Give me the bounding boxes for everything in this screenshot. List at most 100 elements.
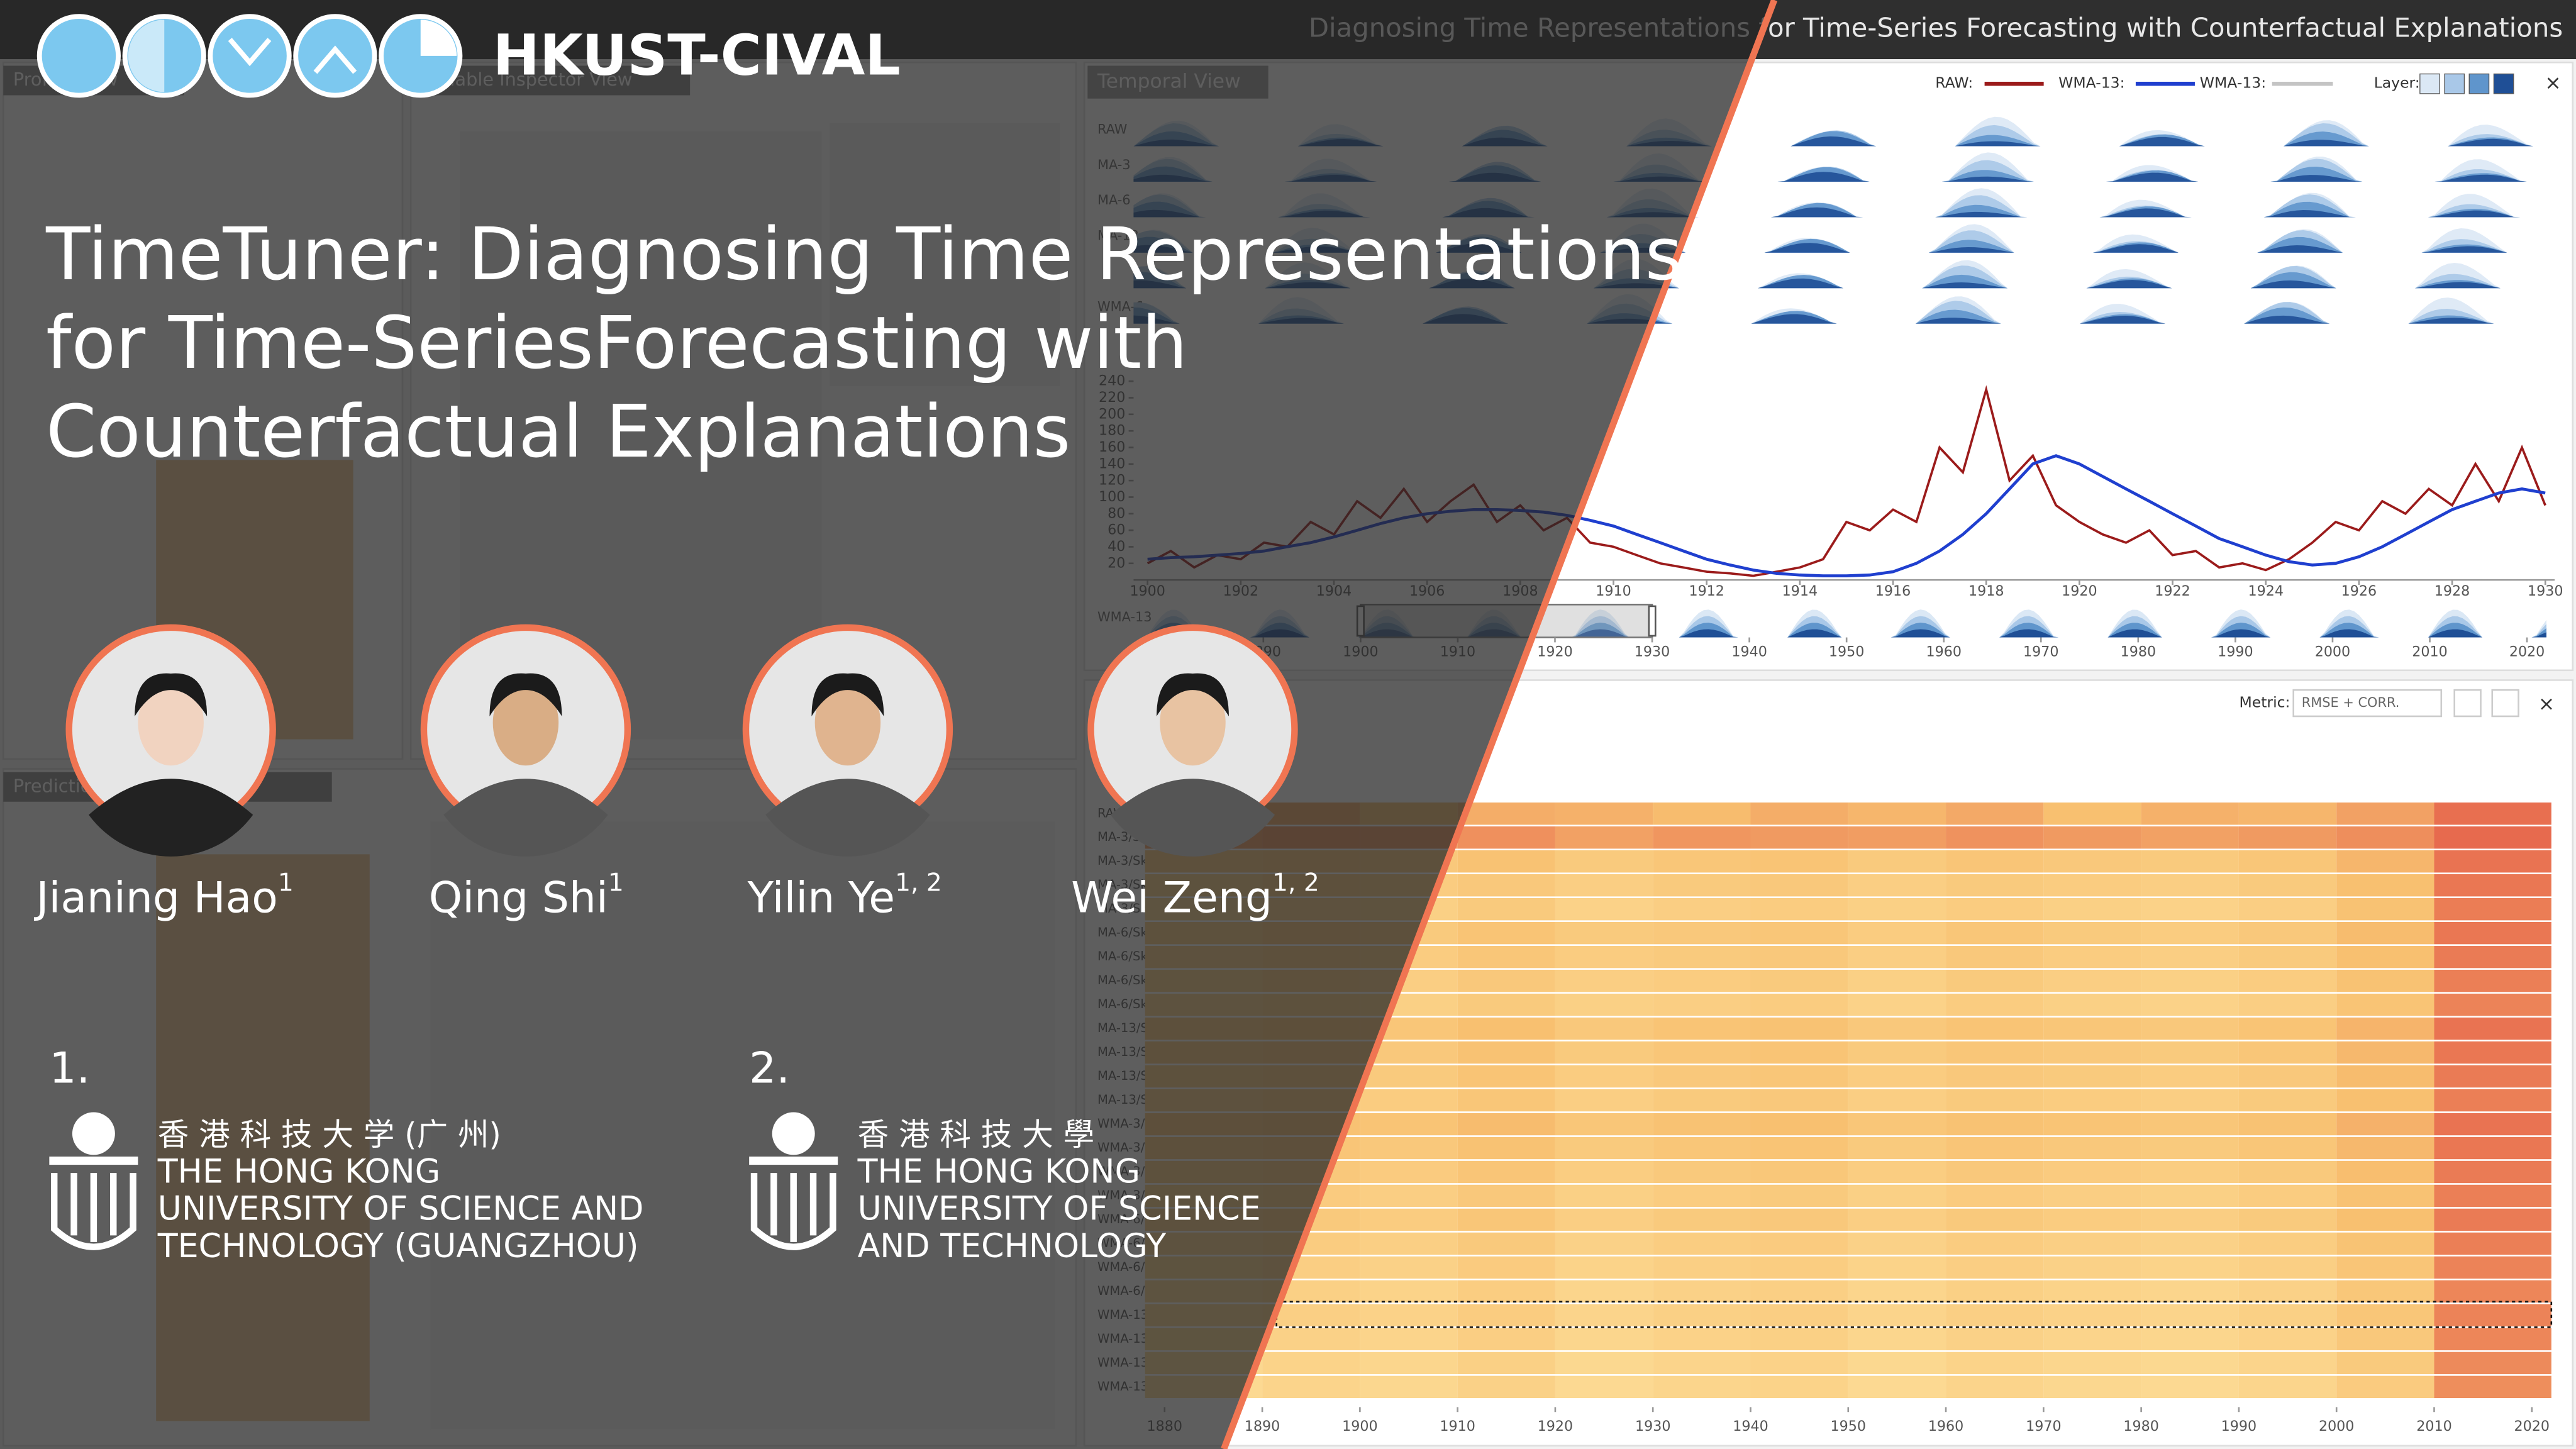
- heat-cell: [1848, 826, 1946, 849]
- heat-cell: [1457, 1328, 1555, 1351]
- heat-cell: [2434, 1017, 2551, 1040]
- heat-cell: [1750, 898, 1848, 921]
- heat-cell: [1750, 1208, 1848, 1231]
- heat-cell: [2434, 921, 2551, 945]
- portrait-body: [1110, 779, 1275, 857]
- heat-cell: [2434, 1089, 2551, 1112]
- heat-cell: [1946, 921, 2044, 945]
- heat-cell: [2043, 1375, 2141, 1399]
- metric-select[interactable]: [2292, 689, 2443, 718]
- heat-cell: [2434, 969, 2551, 992]
- heat-cell: [2336, 1089, 2434, 1112]
- heat-cell: [1555, 826, 1653, 849]
- logo-bar: [749, 1157, 838, 1165]
- heat-cell: [1946, 1184, 2044, 1208]
- heat-cell: [1946, 874, 2044, 897]
- heat-cell: [2336, 898, 2434, 921]
- heat-cell: [1946, 1160, 2044, 1184]
- heat-cell: [1555, 1160, 1653, 1184]
- x-tick-label: 2010: [2412, 644, 2447, 660]
- heat-cell: [2434, 945, 2551, 969]
- heat-cell: [1750, 1160, 1848, 1184]
- heat-cell: [2434, 802, 2551, 825]
- heat-cell: [1750, 802, 1848, 825]
- heat-cell: [1848, 850, 1946, 873]
- heat-cell: [1750, 921, 1848, 945]
- heat-cell: [1457, 1136, 1555, 1160]
- heat-cell: [1750, 1256, 1848, 1279]
- heat-cell: [1848, 1375, 1946, 1399]
- heat-cell: [2336, 921, 2434, 945]
- heat-cell: [2141, 921, 2239, 945]
- heat-cell: [2043, 921, 2141, 945]
- heat-cell: [1360, 1065, 1458, 1088]
- heat-cell: [2141, 945, 2239, 969]
- heat-cell: [2434, 1304, 2551, 1327]
- close-button[interactable]: ×: [2545, 72, 2561, 94]
- heat-cell: [1653, 1256, 1751, 1279]
- close-button[interactable]: ×: [2538, 693, 2555, 716]
- heat-cell: [2434, 1352, 2551, 1375]
- lab-name: HKUST-CIVAL: [493, 23, 901, 87]
- x-tick-label: 1922: [2155, 583, 2190, 599]
- heat-cell: [1360, 1280, 1458, 1303]
- x-tick-label: 1910: [1440, 1418, 1475, 1435]
- heat-cell: [1457, 1065, 1555, 1088]
- heat-cell: [1750, 1375, 1848, 1399]
- heat-cell: [1457, 874, 1555, 897]
- heat-cell: [1360, 1304, 1458, 1327]
- heat-cell: [1750, 1232, 1848, 1255]
- heat-cell: [2141, 969, 2239, 992]
- heat-cell: [2043, 1328, 2141, 1351]
- heat-cell: [1653, 1041, 1751, 1064]
- heat-cell: [1555, 898, 1653, 921]
- heat-cell: [2238, 1352, 2337, 1375]
- heat-cell: [1848, 1136, 1946, 1160]
- sort-button[interactable]: [2491, 689, 2519, 718]
- heat-cell: [2043, 1256, 2141, 1279]
- heat-cell: [1848, 1208, 1946, 1231]
- x-tick-label: 2020: [2509, 644, 2545, 660]
- affiliation-line: UNIVERSITY OF SCIENCE AND: [158, 1191, 644, 1228]
- legend-label: RAW:: [1935, 74, 1973, 92]
- heat-cell: [2434, 1065, 2551, 1088]
- heat-cell: [2238, 1089, 2337, 1112]
- heat-cell: [2434, 1208, 2551, 1231]
- heat-cell: [1457, 826, 1555, 849]
- heat-cell: [1457, 1113, 1555, 1136]
- heat-cell: [1750, 1280, 1848, 1303]
- heat-cell: [2043, 993, 2141, 1016]
- x-tick-label: 1926: [2341, 583, 2377, 599]
- heat-cell: [1653, 969, 1751, 992]
- divider: [1221, 0, 1778, 1449]
- panel-controls[interactable]: × ×: [2453, 72, 2562, 718]
- heat-cell: [1457, 1184, 1555, 1208]
- color-button[interactable]: [2453, 689, 2482, 718]
- heat-cell: [2336, 1375, 2434, 1399]
- x-tick-label: 1912: [1689, 583, 1724, 599]
- heat-cell: [2141, 826, 2239, 849]
- heat-cell: [1555, 1041, 1653, 1064]
- authors: Jianing Hao1 Qing Shi1 Yilin Ye1, 2 Wei Zen…: [33, 624, 1319, 923]
- heat-cell: [2434, 874, 2551, 897]
- heat-cell: [1750, 1089, 1848, 1112]
- heat-cell: [1946, 1375, 2044, 1399]
- author-name: Wei Zeng: [1071, 873, 1272, 923]
- heat-cell: [2336, 1113, 2434, 1136]
- affiliation-line: UNIVERSITY OF SCIENCE: [858, 1191, 1261, 1228]
- heat-cell: [1653, 1328, 1751, 1351]
- x-tick-label: 1890: [1245, 1418, 1280, 1435]
- heat-cell: [2043, 1160, 2141, 1184]
- x-tick-label: 1910: [1596, 583, 1631, 599]
- heat-cell: [1457, 969, 1555, 992]
- heat-cell: [1457, 1352, 1555, 1375]
- heat-cell: [1946, 1065, 2044, 1088]
- heat-cell: [1555, 874, 1653, 897]
- x-tick-label: 1970: [2023, 644, 2058, 660]
- author-affiliation: 1: [608, 869, 624, 897]
- heat-cell: [2141, 1089, 2239, 1112]
- layer-swatch: [2444, 73, 2465, 94]
- heat-cell: [1555, 1208, 1653, 1231]
- heat-cell: [1946, 945, 2044, 969]
- portrait-body: [765, 779, 930, 857]
